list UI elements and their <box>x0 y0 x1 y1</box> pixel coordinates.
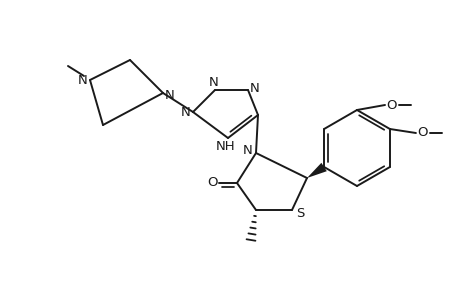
Text: N: N <box>181 106 190 119</box>
Text: O: O <box>207 176 218 190</box>
Text: N: N <box>165 88 174 101</box>
Text: NH: NH <box>216 140 235 154</box>
Text: S: S <box>295 208 303 220</box>
Text: O: O <box>386 98 397 112</box>
Text: N: N <box>209 76 218 88</box>
Polygon shape <box>306 163 326 178</box>
Text: O: O <box>417 127 427 140</box>
Text: N: N <box>250 82 259 94</box>
Text: N: N <box>78 74 88 86</box>
Text: N: N <box>243 145 252 158</box>
